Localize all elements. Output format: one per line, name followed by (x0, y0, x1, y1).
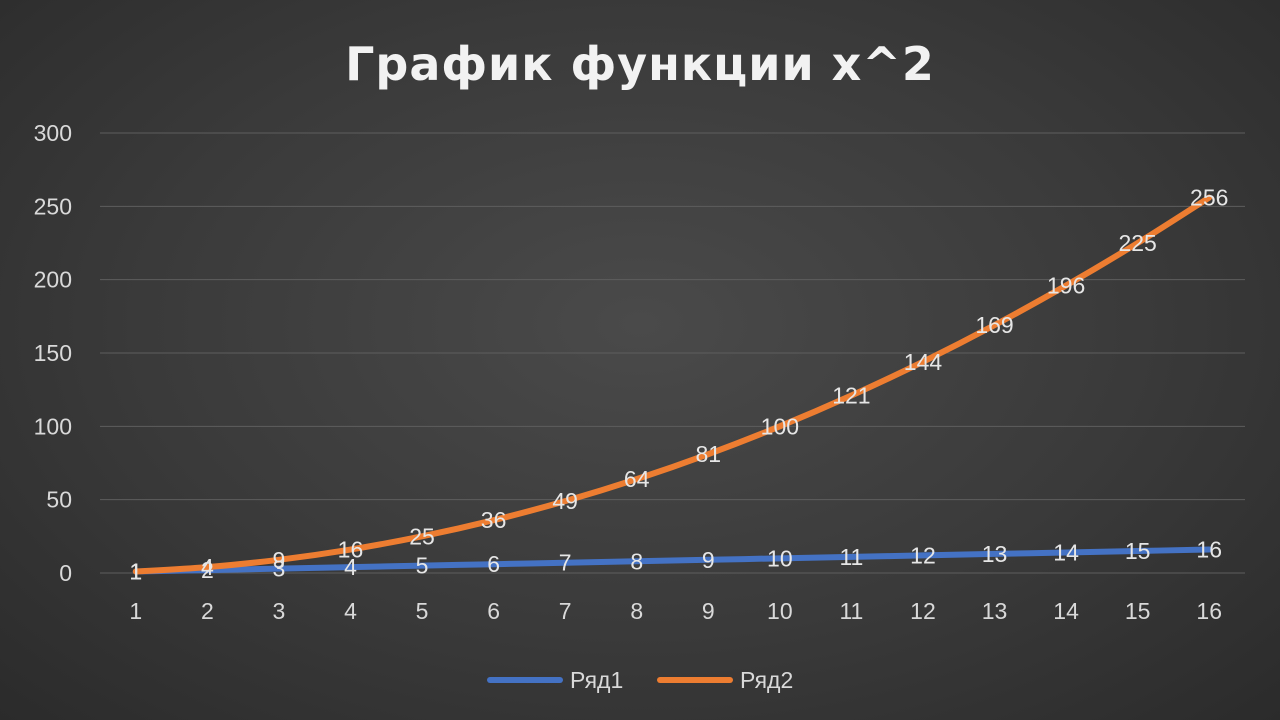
data-label: 11 (839, 544, 863, 570)
data-label: 81 (695, 441, 721, 467)
legend: Ряд1 Ряд2 (487, 667, 793, 693)
data-label: 16 (1196, 537, 1222, 563)
x-tick-label: 13 (982, 598, 1008, 624)
y-tick-label: 0 (59, 560, 72, 586)
series-lines (132, 194, 1213, 575)
x-tick-label: 1 (129, 598, 142, 624)
data-label: 25 (409, 523, 435, 549)
data-label: 100 (761, 413, 799, 439)
x-tick-label: 11 (839, 598, 863, 624)
data-label: 9 (702, 547, 715, 573)
y-tick-label: 50 (46, 487, 72, 513)
x-tick-label: 7 (559, 598, 572, 624)
data-label: 36 (481, 507, 507, 533)
x-tick-label: 2 (201, 598, 214, 624)
data-labels: 1 2 3 4 5 6 7 8 9 10 11 12 13 14 15 161 4 9 16253649648110… (129, 185, 1228, 585)
data-label: 6 (487, 551, 500, 577)
data-label: 2 (201, 557, 214, 583)
x-tick-label: 3 (273, 598, 286, 624)
data-label: 5 (416, 553, 429, 579)
legend-label: Ряд2 (740, 667, 793, 693)
x-tick-label: 12 (910, 598, 936, 624)
legend-label: Ряд1 (570, 667, 623, 693)
y-tick-label: 100 (34, 413, 72, 439)
data-label: 49 (552, 488, 578, 514)
gridlines (100, 132, 1245, 574)
y-tick-label: 200 (34, 267, 72, 293)
data-label: 12 (910, 542, 936, 568)
y-tick-label: 300 (34, 120, 72, 146)
data-label: 64 (624, 466, 650, 492)
data-label: 4 (201, 554, 214, 580)
x-tick-label: 10 (767, 598, 793, 624)
x-tick-label: 8 (630, 598, 643, 624)
chart-title: График функции x^2 (345, 37, 935, 91)
x-tick-label: 14 (1053, 598, 1079, 624)
data-label: 144 (904, 349, 943, 375)
data-label: 4 (344, 554, 357, 580)
data-label: 1 (129, 559, 142, 585)
x-tick-label: 16 (1196, 598, 1222, 624)
y-tick-label: 150 (34, 340, 72, 366)
data-label: 256 (1190, 185, 1228, 211)
x-axis-ticks: 1 2 3 4 5 6 7 8 9 10 11 12 13 14 15 16 (129, 598, 1222, 624)
data-label: 3 (273, 556, 286, 582)
data-label: 7 (559, 550, 572, 576)
data-label: 225 (1118, 230, 1156, 256)
data-label: 14 (1053, 539, 1079, 565)
series-line-2 (132, 194, 1213, 575)
x-tick-label: 6 (487, 598, 500, 624)
data-label: 10 (767, 545, 793, 571)
data-label: 8 (630, 548, 643, 574)
data-label: 16 (338, 537, 364, 563)
data-label: 15 (1125, 538, 1151, 564)
data-label: 169 (975, 312, 1013, 338)
x-tick-label: 15 (1125, 598, 1151, 624)
x-tick-label: 4 (344, 598, 357, 624)
data-label: 196 (1047, 273, 1085, 299)
data-label: 121 (832, 383, 870, 409)
data-label: 13 (982, 541, 1008, 567)
series-line-1 (132, 546, 1213, 575)
x-tick-label: 5 (416, 598, 429, 624)
y-axis-ticks: 0 50 100 150 200 250 300 (34, 120, 72, 586)
data-label: 1 (129, 559, 142, 585)
data-label: 9 (273, 547, 286, 573)
x-tick-label: 9 (702, 598, 715, 624)
y-tick-label: 250 (34, 193, 72, 219)
